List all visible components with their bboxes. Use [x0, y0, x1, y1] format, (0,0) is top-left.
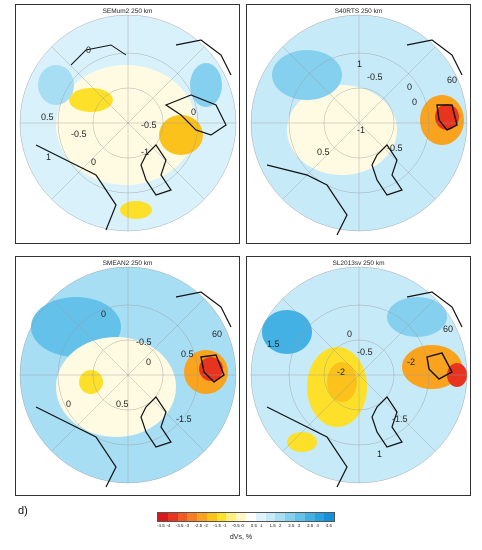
colorbar-swatch — [226, 513, 237, 521]
panel-title: SMEAN2 250 km — [102, 260, 153, 267]
map-panel-smean2: SMEAN2 250 km 0 -0.5 0 60 0.5 -1.5 0 0.5 — [15, 256, 240, 496]
map-panel-semum2: SEMum2 250 km 0 -0.5 0.5 0 -1 1 -0.5 0 — [15, 4, 240, 244]
colorbar-swatch — [324, 513, 335, 521]
colorbar-tick-label: -0.5 — [232, 523, 240, 528]
contour-label: -1 — [141, 147, 149, 157]
colorbar-swatch — [206, 513, 217, 521]
contour-label: 1 — [377, 449, 382, 459]
contour-label: 0.5 — [181, 349, 194, 359]
colorbar-tick-label: 0 — [241, 523, 244, 528]
contour-label: 60 — [447, 75, 457, 85]
colorbar-tick-label: 3.5 — [307, 523, 314, 528]
colorbar-label: dVs, % — [229, 534, 253, 541]
colorbar-tick-label: -3.5 — [175, 523, 184, 528]
panel-title: S40RTS 250 km — [334, 8, 383, 15]
colorbar-tick-label: -1.5 — [213, 523, 222, 528]
colorbar-tick-label: 1.5 — [269, 523, 276, 528]
colorbar-swatch — [285, 513, 295, 521]
contour-label: 1 — [357, 59, 362, 69]
contour-label: 0 — [191, 107, 196, 117]
contour-label: 0 — [101, 309, 106, 319]
contour-label: -0.5 — [136, 337, 152, 347]
contour-label: 0 — [86, 45, 91, 55]
polar-map-s40rts: 1 -0.5 -1 60 0 -0.5 0.5 0 — [250, 14, 468, 236]
contour-label: -1.5 — [176, 414, 192, 424]
contour-label: 0 — [91, 157, 96, 167]
colorbar-tick-label: -1 — [222, 523, 227, 528]
colorbar-swatch — [158, 513, 168, 521]
contour-label: -0.5 — [141, 120, 157, 130]
contour-label: 0 — [66, 399, 71, 409]
contour-label: -0.5 — [367, 72, 383, 82]
colorbar-tick-label: 1 — [260, 523, 263, 528]
colorbar-swatch — [246, 513, 256, 521]
panel-title: SL2013sv 250 km — [332, 260, 385, 267]
contour-label: 0 — [347, 329, 352, 339]
colorbar-tick-label: -4 — [166, 523, 171, 528]
colorbar-tick-label: 2 — [278, 523, 282, 528]
colorbar-swatch — [197, 513, 207, 521]
colorbar-swatch — [236, 513, 247, 521]
colorbar — [157, 512, 335, 522]
colorbar-swatch — [177, 513, 188, 521]
colorbar-swatch — [187, 513, 198, 521]
colorbar-tick-label: -4.5 — [157, 523, 165, 528]
colorbar-swatch — [167, 513, 178, 521]
colorbar-swatch — [304, 513, 315, 521]
contour-label: -0.5 — [71, 129, 87, 139]
colorbar-tick-label: -2.5 — [194, 523, 203, 528]
colorbar-swatch — [275, 513, 286, 521]
contour-label: -1.5 — [392, 414, 408, 424]
colorbar-swatch — [265, 513, 276, 521]
colorbar-tick-label: -3 — [185, 523, 190, 528]
polar-map-sl2013sv: -0.5 0 -2 60 1.5 -2 -1.5 1 — [250, 266, 468, 488]
contour-label: -2 — [407, 357, 415, 367]
contour-label: 60 — [212, 329, 222, 339]
colorbar-swatch — [255, 513, 266, 521]
contour-label: 1 — [46, 152, 51, 162]
colorbar-swatch — [314, 513, 325, 521]
panel-title: SEMum2 250 km — [102, 8, 153, 15]
figure-label: d) — [18, 505, 28, 517]
colorbar-tick-label: 3 — [297, 523, 301, 528]
contour-label: 0.5 — [317, 147, 330, 157]
contour-label: 0 — [407, 82, 412, 92]
contour-label: 0.5 — [41, 112, 54, 122]
colorbar-tick-label: -2 — [203, 523, 208, 528]
contour-label: 0 — [412, 97, 417, 107]
contour-label: -2 — [337, 367, 345, 377]
contour-label: 60 — [443, 324, 453, 334]
map-panel-s40rts: S40RTS 250 km 1 -0.5 -1 60 0 -0.5 0.5 0 — [246, 4, 471, 244]
colorbar-tick-label: 4.5 — [325, 523, 333, 528]
contour-label: 0 — [146, 357, 151, 367]
colorbar-tick-label: 4 — [316, 523, 319, 528]
colorbar-swatch — [216, 513, 227, 521]
contour-label: -1 — [357, 125, 365, 135]
polar-map-smean2: 0 -0.5 0 60 0.5 -1.5 0 0.5 — [19, 266, 237, 488]
colorbar-tick-label: 0.5 — [250, 523, 258, 528]
contour-label: -0.5 — [387, 143, 403, 153]
polar-map-semum2: 0 -0.5 0.5 0 -1 1 -0.5 0 — [19, 14, 237, 232]
map-panel-sl2013sv: SL2013sv 250 km -0.5 0 -2 60 1.5 -2 -1.5… — [246, 256, 471, 496]
colorbar-ticks: -4.5 -4 -3.5 -3 -2.5 -2 -1.5 -1 -0.5 0 0.5 1 1.5 2 2.5… — [157, 523, 335, 528]
colorbar-swatch — [294, 513, 305, 521]
contour-label: 0.5 — [116, 399, 129, 409]
colorbar-tick-label: 2.5 — [288, 523, 295, 528]
contour-label: 1.5 — [267, 339, 280, 349]
contour-label: -0.5 — [357, 347, 373, 357]
